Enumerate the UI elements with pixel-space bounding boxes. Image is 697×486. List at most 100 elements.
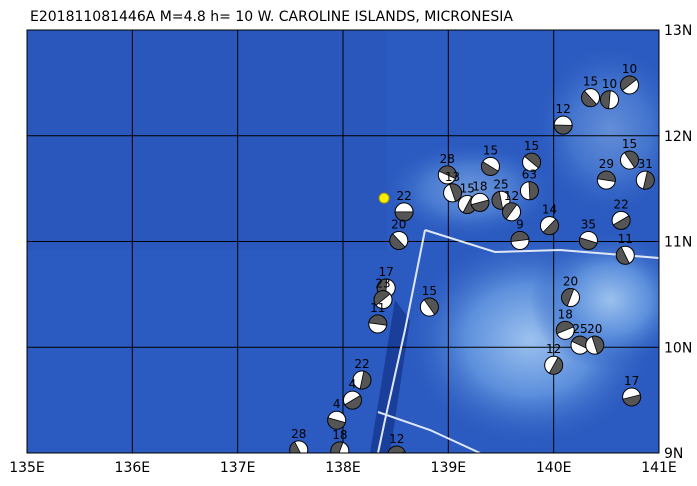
beachball bbox=[522, 152, 542, 172]
depth-label: 35 bbox=[581, 217, 596, 231]
depth-label: 12 bbox=[556, 102, 571, 116]
ball-quadrant bbox=[528, 181, 539, 201]
depth-label: 22 bbox=[396, 189, 411, 203]
lon-label: 141E bbox=[641, 460, 677, 476]
beachball bbox=[470, 192, 490, 212]
lat-label: 11N bbox=[664, 235, 692, 251]
lat-label: 13N bbox=[664, 23, 692, 39]
ball-quadrant bbox=[524, 152, 541, 169]
ball-quadrant bbox=[423, 297, 439, 315]
ball-quadrant bbox=[394, 211, 414, 222]
beachball bbox=[611, 210, 631, 230]
ball-quadrant bbox=[438, 165, 457, 180]
ball-quadrant bbox=[596, 170, 616, 183]
ball-quadrant bbox=[548, 356, 564, 375]
depth-label: 17 bbox=[624, 374, 639, 388]
lat-label: 12N bbox=[664, 129, 692, 145]
beachball bbox=[342, 390, 362, 410]
ball-quadrant bbox=[510, 231, 530, 242]
depth-label: 22 bbox=[613, 197, 628, 211]
ball-quadrant bbox=[387, 445, 406, 453]
depth-label: 22 bbox=[354, 357, 369, 371]
depth-label: 11 bbox=[618, 232, 633, 246]
ball-quadrant bbox=[491, 190, 504, 210]
beachball bbox=[581, 88, 601, 108]
ball-quadrant bbox=[642, 170, 655, 190]
lat-label: 10N bbox=[664, 340, 692, 356]
ball-quadrant bbox=[579, 237, 598, 250]
beachball bbox=[544, 355, 564, 375]
depth-label: 28 bbox=[291, 427, 306, 441]
depth-label: 20 bbox=[391, 217, 406, 231]
ball-quadrant bbox=[612, 215, 631, 230]
lon-label: 137E bbox=[220, 460, 256, 476]
ball-quadrant bbox=[600, 90, 611, 110]
beachball bbox=[327, 410, 347, 430]
depth-label: 15 bbox=[460, 181, 475, 195]
depth-label: 4 bbox=[349, 377, 357, 391]
ball-quadrant bbox=[289, 441, 301, 453]
depth-label: 12 bbox=[504, 189, 519, 203]
beachball bbox=[373, 290, 393, 310]
beachball bbox=[555, 320, 575, 340]
beachball bbox=[578, 230, 598, 250]
depth-label: 12 bbox=[389, 432, 404, 446]
title: E201811081446A M=4.8 h= 10 W. CAROLINE I… bbox=[30, 9, 513, 25]
epicenter bbox=[378, 192, 390, 204]
depth-label: 4 bbox=[333, 397, 341, 411]
depth-label: 25 bbox=[572, 322, 587, 336]
beachball bbox=[615, 245, 635, 265]
beachball bbox=[596, 170, 616, 190]
beachball bbox=[561, 288, 581, 308]
ball-quadrant bbox=[615, 246, 630, 265]
depth-label: 23 bbox=[375, 277, 390, 291]
depth-label: 15 bbox=[583, 75, 598, 89]
ball-quadrant bbox=[470, 199, 490, 212]
beachball bbox=[368, 314, 388, 334]
depth-label: 18 bbox=[332, 428, 347, 442]
ball-quadrant bbox=[542, 218, 559, 236]
depth-label: 20 bbox=[587, 322, 602, 336]
depth-label: 13 bbox=[445, 170, 460, 184]
beachball bbox=[443, 183, 463, 203]
beachball bbox=[622, 387, 642, 407]
ball-quadrant bbox=[368, 314, 388, 326]
beachball bbox=[419, 297, 439, 317]
beachball bbox=[510, 230, 530, 250]
frame bbox=[26, 29, 660, 454]
depth-label: 10 bbox=[622, 62, 637, 76]
ball-quadrant bbox=[373, 290, 391, 306]
beachball bbox=[352, 370, 372, 390]
ball-quadrant bbox=[502, 202, 518, 220]
ball-quadrant bbox=[591, 335, 605, 355]
lon-label: 136E bbox=[115, 460, 151, 476]
beachball bbox=[620, 75, 640, 95]
lat-label: 9N bbox=[664, 446, 683, 462]
depth-label: 17 bbox=[379, 265, 394, 279]
lon-label: 139E bbox=[431, 460, 467, 476]
ball-quadrant bbox=[327, 417, 346, 430]
depth-label: 14 bbox=[542, 203, 557, 217]
beachball bbox=[620, 150, 640, 170]
depth-label: 29 bbox=[599, 157, 614, 171]
lon-label: 138E bbox=[325, 460, 361, 476]
ball-quadrant bbox=[553, 124, 573, 135]
ball-quadrant bbox=[555, 321, 575, 335]
beachball bbox=[480, 156, 500, 176]
depth-label: 25 bbox=[493, 177, 508, 191]
beachball bbox=[519, 181, 539, 201]
beachball bbox=[539, 216, 559, 236]
beachball bbox=[330, 441, 350, 453]
beachball bbox=[585, 335, 605, 355]
beachball bbox=[635, 170, 655, 190]
depth-label: 18 bbox=[472, 179, 487, 193]
depth-label: 15 bbox=[524, 139, 539, 153]
depth-label: 9 bbox=[516, 217, 524, 231]
lon-label: 135E bbox=[9, 460, 45, 476]
beachball bbox=[389, 230, 409, 250]
beachball bbox=[289, 440, 309, 453]
ball-quadrant bbox=[561, 288, 575, 307]
depth-label: 63 bbox=[522, 168, 537, 182]
ball-quadrant bbox=[581, 90, 598, 108]
